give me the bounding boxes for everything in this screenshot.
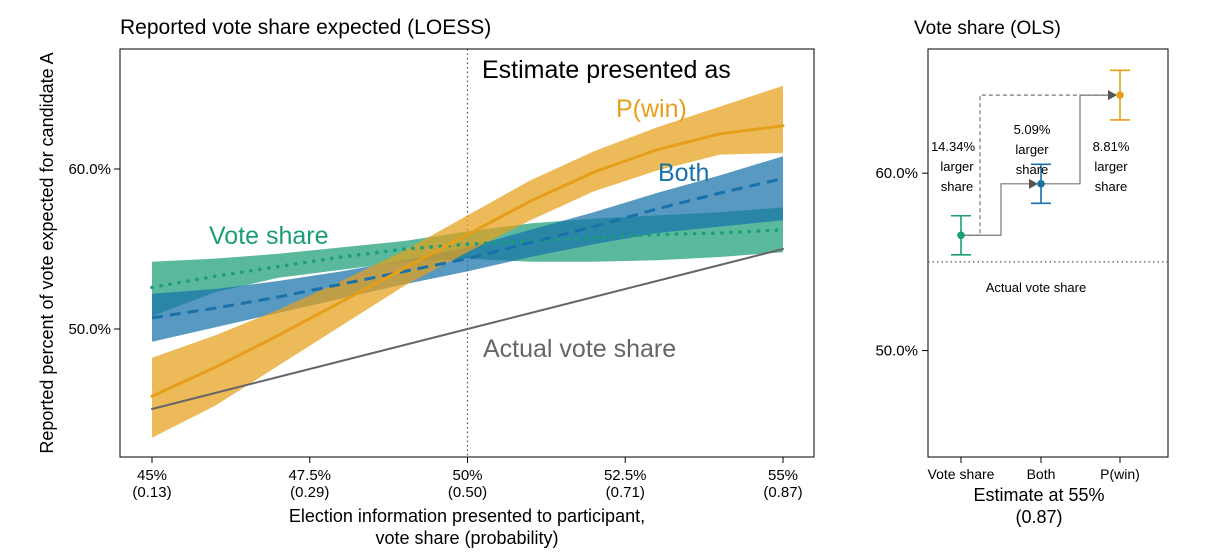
loess-x-axis: 45%(0.13) 47.5%(0.29) 50%(0.50) 52.5%(0.71)… (132, 457, 803, 501)
y-tick-label: 60.0% (68, 161, 111, 178)
loess-plot-area (150, 49, 785, 457)
annotation-vote-to-pwin-word-1: larger (940, 159, 974, 174)
ols-y-tick-label: 60.0% (875, 165, 918, 182)
label-vote-share: Vote share (209, 222, 329, 250)
ols-title: Vote share (OLS) (914, 18, 1061, 39)
ci-band-p-win (152, 85, 783, 438)
arrowhead-both (1029, 178, 1038, 189)
ols-x-tick-label: P(win) (1100, 466, 1140, 482)
loess-title: Reported vote share expected (LOESS) (120, 16, 491, 39)
annotation-vote-to-pwin-word-2: share (941, 179, 974, 194)
label-pwin: P(win) (616, 95, 687, 123)
connector-both-to-pwin (1041, 94, 1110, 185)
x-tick-sublabel: (0.13) (132, 484, 171, 501)
ols-x-tick-label: Both (1027, 466, 1056, 482)
ols-plot-area (928, 69, 1168, 263)
x-tick-sublabel: (0.87) (763, 484, 802, 501)
ols-x-axis-label-line-2: (0.87) (1015, 507, 1062, 527)
ols-panel: Vote share (OLS) 50.0% 60.0% Vote share Bo… (875, 18, 1169, 527)
annotation-both-to-pwin: 8.81% larger share (1093, 139, 1130, 194)
x-tick-sublabel: (0.29) (290, 484, 329, 501)
point-p-win (1116, 91, 1124, 99)
annotation-both-to-pwin-word-1: larger (1094, 159, 1128, 174)
point-both (1037, 180, 1045, 188)
x-tick-label: 47.5% (288, 467, 331, 484)
connector-vote-to-both (961, 183, 1031, 236)
x-tick-label: 50% (452, 467, 482, 484)
loess-y-axis-label: Reported percent of vote expected for ca… (37, 52, 57, 453)
ols-y-axis: 50.0% 60.0% (875, 165, 928, 360)
label-actual-vote-share: Actual vote share (483, 335, 676, 363)
point-vote-share (957, 231, 965, 240)
annotation-vote-to-pwin-value: 14.34% (931, 139, 976, 154)
ols-hline-label: Actual vote share (986, 280, 1086, 295)
ols-x-axis-label-line-1: Estimate at 55% (973, 485, 1104, 505)
x-tick-sublabel: (0.50) (448, 484, 487, 501)
x-tick-sublabel: (0.71) (606, 484, 645, 501)
annotation-vote-to-both-word-1: larger (1015, 142, 1049, 157)
legend-title: Estimate presented as (482, 56, 731, 84)
loess-x-axis-label-line-1: Election information presented to partic… (289, 506, 645, 526)
y-tick-label: 50.0% (68, 321, 111, 338)
loess-x-axis-label-line-2: vote share (probability) (375, 528, 558, 548)
series-line-actual-vote-share (151, 248, 784, 410)
ols-x-axis: Vote share Both P(win) (928, 457, 1140, 482)
annotation-both-to-pwin-word-2: share (1095, 179, 1128, 194)
label-both: Both (658, 159, 709, 187)
annotation-vote-to-both-word-2: share (1016, 162, 1049, 177)
x-tick-label: 55% (768, 467, 798, 484)
loess-y-axis: 50.0% 60.0% (68, 161, 120, 338)
annotation-both-to-pwin-value: 8.81% (1093, 139, 1130, 154)
ols-x-tick-label: Vote share (928, 466, 995, 482)
series-line-vote-share (150, 228, 785, 290)
annotation-vote-to-both-value: 5.09% (1014, 122, 1051, 137)
arrowhead-pwin (1108, 90, 1117, 101)
loess-panel: Reported vote share expected (LOESS) 50.… (37, 16, 815, 548)
series-line-p-win (150, 124, 785, 398)
x-tick-label: 45% (137, 467, 167, 484)
ols-plot-border (927, 48, 1169, 458)
x-tick-label: 52.5% (604, 467, 647, 484)
annotation-vote-to-pwin: 14.34% larger share (931, 139, 976, 194)
ols-y-tick-label: 50.0% (875, 343, 918, 360)
annotation-vote-to-both: 5.09% larger share (1014, 122, 1051, 177)
